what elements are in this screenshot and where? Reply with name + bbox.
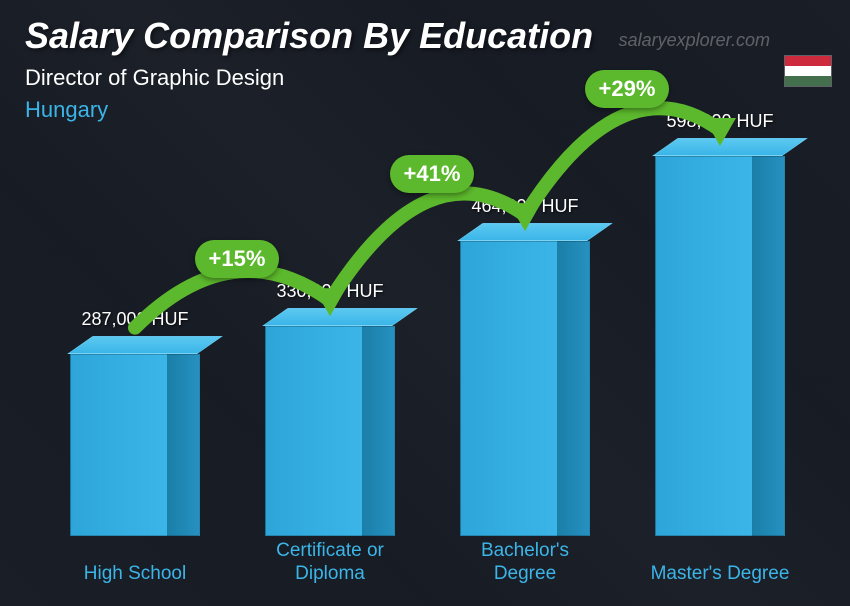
bar-value: 287,000 HUF (35, 309, 235, 330)
bar-holder (655, 138, 785, 536)
bar-holder (265, 308, 395, 536)
watermark: salaryexplorer.com (619, 30, 770, 51)
percent-bubble: +41% (390, 155, 475, 193)
bar-front-face (460, 241, 590, 536)
bar-label: High School (60, 563, 210, 586)
chart-country: Hungary (25, 97, 593, 123)
country-flag (784, 55, 832, 87)
header: Salary Comparison By Education Director … (25, 15, 593, 123)
flag-stripe-mid (785, 66, 831, 76)
bar-holder (460, 223, 590, 536)
percent-bubble: +15% (195, 240, 280, 278)
bar-top-face (262, 308, 418, 326)
bar-value: 464,000 HUF (425, 196, 625, 217)
chart-title: Salary Comparison By Education (25, 15, 593, 57)
flag-stripe-top (785, 56, 831, 66)
bar-label: Certificate or Diploma (255, 540, 405, 586)
percent-bubble: +29% (585, 70, 670, 108)
bar-top-face (457, 223, 613, 241)
bar-top-face (652, 138, 808, 156)
bar-front-face (70, 354, 200, 536)
bar-value: 330,000 HUF (230, 281, 430, 302)
bar-label: Bachelor's Degree (450, 540, 600, 586)
bar-label: Master's Degree (645, 563, 795, 586)
bar-front-face (655, 156, 785, 536)
bar-holder (70, 336, 200, 536)
chart-subtitle: Director of Graphic Design (25, 65, 593, 91)
flag-stripe-bot (785, 76, 831, 86)
bar-value: 598,000 HUF (620, 111, 820, 132)
bar-front-face (265, 326, 395, 536)
bar-top-face (67, 336, 223, 354)
chart-area: 287,000 HUFHigh School330,000 HUFCertifi… (40, 126, 820, 586)
